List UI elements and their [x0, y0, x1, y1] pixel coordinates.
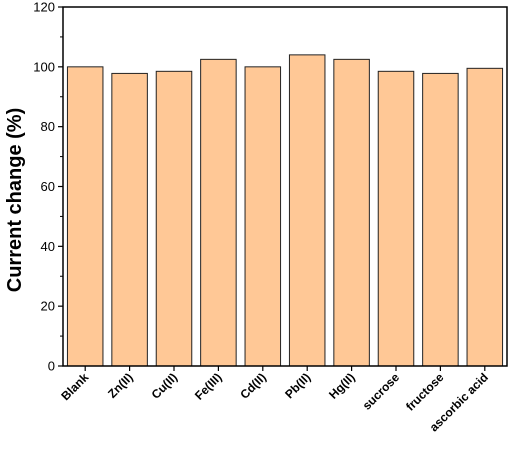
y-axis-title: Current change (%) — [4, 108, 26, 292]
x-tick-label-7: sucrose — [360, 370, 403, 413]
bar-5 — [288, 54, 326, 367]
y-tick-label-0: 0 — [48, 359, 55, 374]
x-tick-label-4: Cd(II) — [237, 370, 269, 402]
y-tick-label-5: 100 — [33, 59, 55, 74]
bar-2 — [155, 70, 193, 367]
bar-8 — [422, 72, 459, 367]
x-tick-label-5: Pb(II) — [282, 370, 313, 401]
bar-6 — [333, 58, 370, 367]
y-tick-label-2: 40 — [41, 239, 55, 254]
bar-4 — [244, 66, 282, 367]
x-tick-label-3: Fe(III) — [192, 370, 225, 403]
y-tick-label-3: 60 — [41, 179, 55, 194]
y-axis-ticks: 0 20 40 60 80 100 120 — [33, 0, 63, 374]
bar-7 — [377, 70, 415, 367]
y-tick-label-1: 20 — [41, 299, 55, 314]
x-tick-label-6: Hg(II) — [326, 370, 358, 402]
x-tick-label-2: Cu(II) — [149, 370, 181, 402]
bars-group — [66, 54, 504, 367]
bar-1 — [111, 72, 148, 367]
plot-frame — [62, 6, 508, 367]
y-tick-label-6: 120 — [33, 0, 55, 15]
y-tick-label-4: 80 — [41, 119, 55, 134]
x-tick-label-1: Zn(II) — [105, 370, 136, 401]
x-tick-label-8: fructose — [403, 370, 447, 414]
bar-9 — [466, 67, 504, 367]
x-axis-ticks: Blank Zn(II) Cu(II) Fe(III) Cd(II) Pb(II) Hg(I… — [58, 366, 491, 434]
bar-3 — [200, 58, 237, 367]
x-tick-label-0: Blank — [58, 370, 91, 403]
bar-0 — [66, 66, 104, 367]
